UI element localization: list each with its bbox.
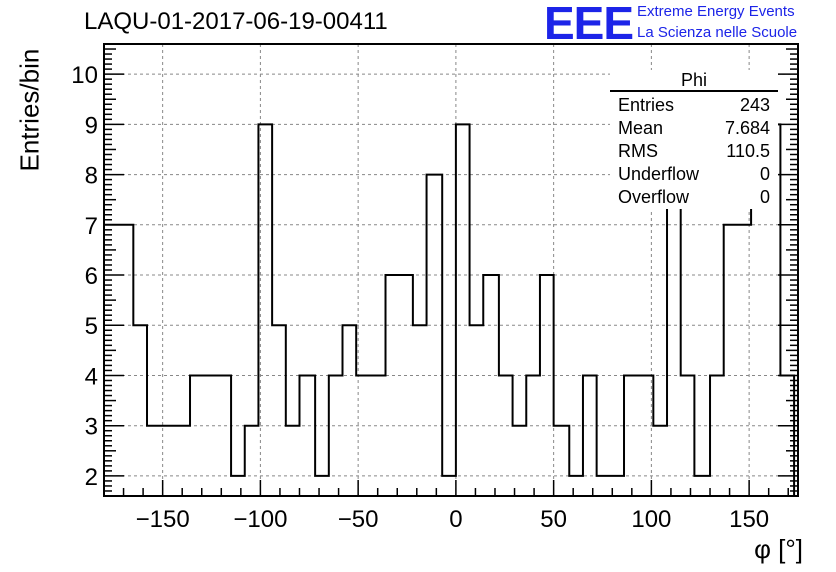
stats-label: RMS xyxy=(618,141,658,161)
stats-row: RMS 110.5 xyxy=(610,140,778,163)
stats-label: Overflow xyxy=(618,187,690,207)
stats-value: 243 xyxy=(739,95,770,115)
chart-title: LAQU-01-2017-06-19-00411 xyxy=(84,8,388,35)
x-tick-label: 50 xyxy=(540,506,567,533)
y-tick-label: 3 xyxy=(85,414,98,441)
x-tick-label: −100 xyxy=(233,506,287,533)
x-axis-label: φ [°] xyxy=(754,534,803,564)
x-tick-label: 100 xyxy=(631,506,671,533)
histogram-line xyxy=(104,73,796,496)
stats-box: Phi Entries 243 Mean 7.684 RMS 110.5 Underf… xyxy=(610,70,778,209)
stats-row: Overflow 0 xyxy=(610,186,778,209)
stats-label: Underflow xyxy=(618,164,700,184)
tick-marks xyxy=(103,43,798,497)
stats-title: Phi xyxy=(610,70,778,92)
logo-line-2: La Scienza nelle Scuole xyxy=(637,24,798,41)
logo-line-1: Extreme Energy Events xyxy=(637,3,795,20)
y-tick-label: 2 xyxy=(85,464,98,491)
y-axis-label: Entries/bin xyxy=(14,48,45,172)
y-tick-label: 5 xyxy=(85,313,98,340)
y-tick-label: 8 xyxy=(85,163,98,190)
x-tick-label: 150 xyxy=(729,506,769,533)
stats-row: Mean 7.684 xyxy=(610,117,778,140)
stats-value: 0 xyxy=(759,187,770,207)
stats-label: Mean xyxy=(618,118,664,138)
stats-value: 110.5 xyxy=(726,141,770,161)
y-tick-label: 4 xyxy=(85,363,98,390)
y-tick-label: 9 xyxy=(85,112,98,139)
x-tick-label: −50 xyxy=(338,506,379,533)
x-tick-label: 0 xyxy=(449,506,462,533)
y-tick-label: 10 xyxy=(71,62,98,89)
y-tick-label: 7 xyxy=(85,213,98,240)
stats-row: Underflow 0 xyxy=(610,163,778,186)
y-tick-label: 6 xyxy=(85,263,98,290)
stats-value: 7.684 xyxy=(724,118,770,138)
stats-value: 0 xyxy=(759,164,770,184)
stats-row: Entries 243 xyxy=(610,94,778,117)
x-tick-label: −150 xyxy=(136,506,190,533)
tick-labels: −150 −100 −50 0 50 100 150 2 3 4 5 6 7 8 9 10 xyxy=(71,62,769,533)
stats-label: Entries xyxy=(618,95,675,115)
eee-logo: EEE xyxy=(544,0,634,49)
